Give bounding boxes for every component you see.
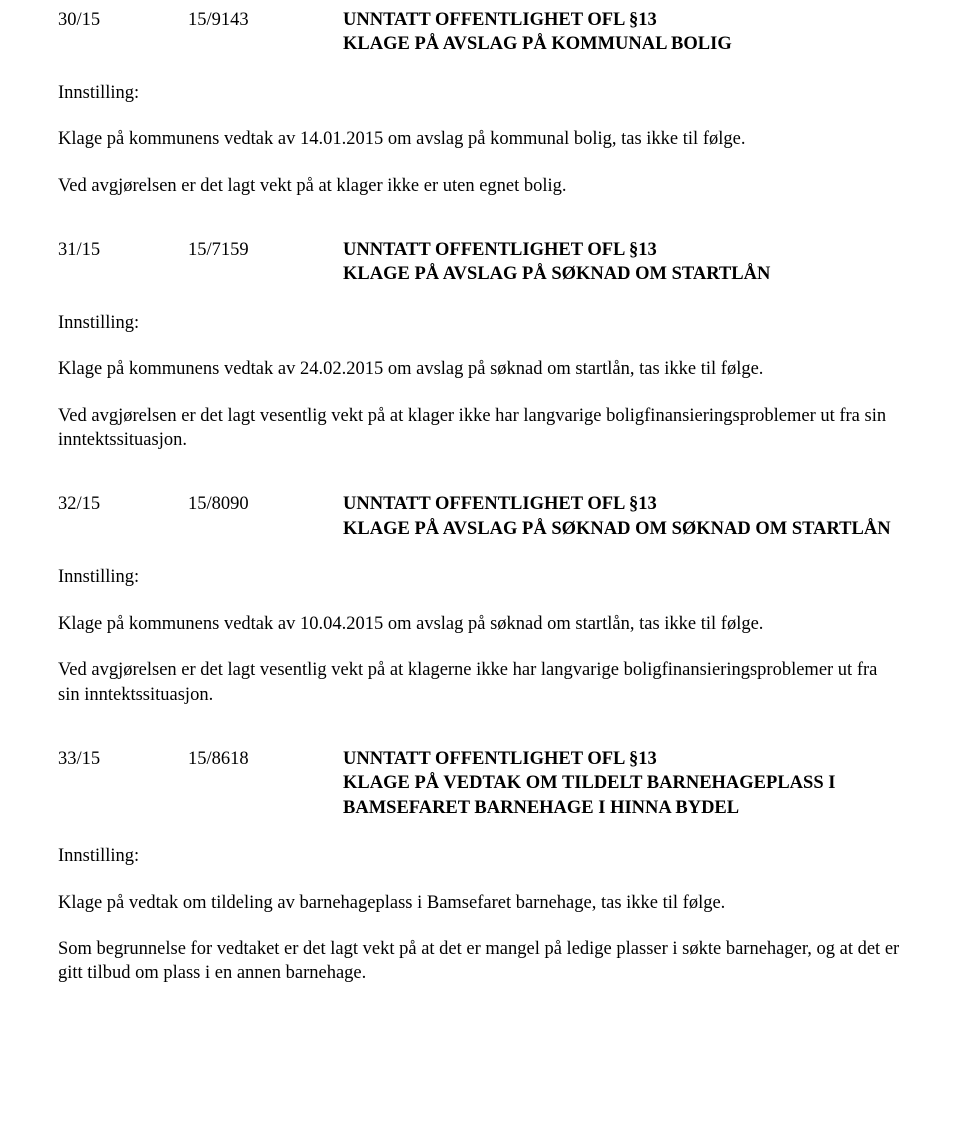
case-header: 32/1515/8090UNNTATT OFFENTLIGHET OFL §13…	[58, 492, 902, 541]
innstilling-label: Innstilling:	[58, 81, 902, 105]
case-ref: 15/9143	[188, 8, 343, 57]
case-number: 32/15	[58, 492, 188, 541]
case-subtitle: KLAGE PÅ AVSLAG PÅ SØKNAD OM SØKNAD OM S…	[343, 517, 902, 541]
case-paragraph: Klage på kommunens vedtak av 10.04.2015 …	[58, 612, 902, 636]
case-number: 31/15	[58, 238, 188, 287]
document-body: 30/1515/9143UNNTATT OFFENTLIGHET OFL §13…	[58, 8, 902, 986]
innstilling-label: Innstilling:	[58, 311, 902, 335]
case-ref: 15/8618	[188, 747, 343, 820]
case-title: UNNTATT OFFENTLIGHET OFL §13	[343, 747, 902, 771]
case-paragraph: Klage på vedtak om tildeling av barnehag…	[58, 891, 902, 915]
case-block: 30/1515/9143UNNTATT OFFENTLIGHET OFL §13…	[58, 8, 902, 198]
case-title-block: UNNTATT OFFENTLIGHET OFL §13KLAGE PÅ AVS…	[343, 8, 902, 57]
case-subtitle: KLAGE PÅ AVSLAG PÅ SØKNAD OM STARTLÅN	[343, 262, 902, 286]
case-title: UNNTATT OFFENTLIGHET OFL §13	[343, 238, 902, 262]
case-subtitle: KLAGE PÅ VEDTAK OM TILDELT BARNEHAGEPLAS…	[343, 771, 902, 820]
case-ref: 15/8090	[188, 492, 343, 541]
case-paragraph: Som begrunnelse for vedtaket er det lagt…	[58, 937, 902, 986]
case-block: 31/1515/7159UNNTATT OFFENTLIGHET OFL §13…	[58, 238, 902, 452]
case-header: 33/1515/8618UNNTATT OFFENTLIGHET OFL §13…	[58, 747, 902, 820]
case-title: UNNTATT OFFENTLIGHET OFL §13	[343, 8, 902, 32]
case-number: 33/15	[58, 747, 188, 820]
case-paragraph: Klage på kommunens vedtak av 24.02.2015 …	[58, 357, 902, 381]
case-ref: 15/7159	[188, 238, 343, 287]
case-title-block: UNNTATT OFFENTLIGHET OFL §13KLAGE PÅ AVS…	[343, 238, 902, 287]
case-paragraph: Ved avgjørelsen er det lagt vesentlig ve…	[58, 658, 902, 707]
innstilling-label: Innstilling:	[58, 844, 902, 868]
case-header: 30/1515/9143UNNTATT OFFENTLIGHET OFL §13…	[58, 8, 902, 57]
case-paragraph: Klage på kommunens vedtak av 14.01.2015 …	[58, 127, 902, 151]
case-number: 30/15	[58, 8, 188, 57]
case-title: UNNTATT OFFENTLIGHET OFL §13	[343, 492, 902, 516]
case-header: 31/1515/7159UNNTATT OFFENTLIGHET OFL §13…	[58, 238, 902, 287]
case-subtitle: KLAGE PÅ AVSLAG PÅ KOMMUNAL BOLIG	[343, 32, 902, 56]
case-title-block: UNNTATT OFFENTLIGHET OFL §13KLAGE PÅ VED…	[343, 747, 902, 820]
case-block: 33/1515/8618UNNTATT OFFENTLIGHET OFL §13…	[58, 747, 902, 986]
case-block: 32/1515/8090UNNTATT OFFENTLIGHET OFL §13…	[58, 492, 902, 706]
case-title-block: UNNTATT OFFENTLIGHET OFL §13KLAGE PÅ AVS…	[343, 492, 902, 541]
case-paragraph: Ved avgjørelsen er det lagt vekt på at k…	[58, 174, 902, 198]
innstilling-label: Innstilling:	[58, 565, 902, 589]
case-paragraph: Ved avgjørelsen er det lagt vesentlig ve…	[58, 404, 902, 453]
